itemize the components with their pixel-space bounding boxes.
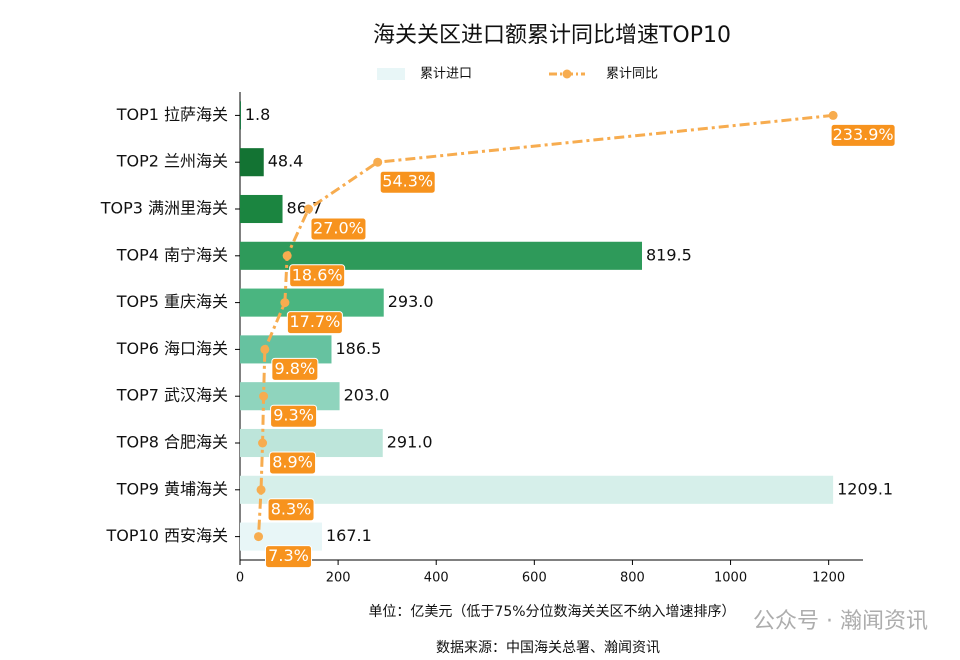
legend-label: 累计同比: [606, 67, 658, 82]
value-label-box: [269, 451, 317, 475]
bar-value-label: 293.0: [388, 292, 434, 311]
line-value-label: 17.7%: [289, 312, 340, 331]
x-tick-label: 600: [522, 571, 547, 586]
bar-value-label: 291.0: [387, 433, 433, 452]
x-tick-label: 0: [236, 571, 244, 586]
line-value-label: 54.3%: [382, 172, 433, 191]
line-value-label: 27.0%: [313, 219, 364, 238]
x-tick-label: 1000: [714, 571, 747, 586]
y-tick-label: TOP1 拉萨海关: [116, 105, 228, 124]
line-point: [260, 344, 270, 354]
x-axis-label: 单位：亿美元（低于75%分位数海关关区不纳入增速排序）: [368, 604, 735, 620]
y-tick-label: TOP10 西安海关: [106, 526, 228, 545]
x-tick-label: 400: [424, 571, 449, 586]
line-value-label: 9.8%: [275, 359, 316, 378]
line-value-label: 9.3%: [273, 406, 314, 425]
bar-value-label: 1.8: [245, 105, 270, 124]
bar-value-label: 1209.1: [837, 479, 893, 498]
bar: [240, 194, 283, 224]
line-value-label: 233.9%: [833, 125, 894, 144]
line-value-label: 7.3%: [268, 546, 309, 565]
watermark: 公众号 · 瀚闻资讯: [753, 609, 928, 634]
legend-label: 累计进口: [420, 67, 472, 82]
line-point: [373, 157, 383, 167]
value-label-box: [379, 170, 436, 194]
line-point: [258, 438, 268, 448]
y-tick-label: TOP3 满洲里海关: [100, 199, 228, 218]
value-label-box: [267, 498, 315, 522]
line-series: [257, 113, 834, 537]
bar-value-label: 48.4: [268, 152, 304, 171]
line-point: [280, 298, 290, 308]
bar: [240, 101, 241, 130]
line-value-label: 18.6%: [292, 265, 343, 284]
bar-value-label: 186.5: [335, 339, 381, 358]
y-tick-label: TOP8 合肥海关: [116, 433, 228, 452]
chart-title: 海关关区进口额累计同比增速TOP10: [373, 23, 731, 48]
line-point: [828, 110, 838, 120]
y-tick-label: TOP5 重庆海关: [116, 292, 228, 311]
line-point: [259, 391, 269, 401]
legend-marker: [562, 69, 572, 79]
value-label-box: [286, 311, 343, 335]
bar-value-label: 167.1: [326, 526, 372, 545]
legend-swatch: [377, 68, 405, 80]
x-tick-label: 200: [326, 571, 351, 586]
line-point: [254, 532, 264, 542]
value-label-box: [270, 404, 318, 428]
y-tick-label: TOP7 武汉海关: [116, 386, 228, 405]
line-point: [256, 485, 266, 495]
value-label-box: [310, 217, 367, 241]
line-point: [303, 204, 313, 214]
y-tick-label: TOP6 海口海关: [116, 339, 228, 358]
y-tick-label: TOP9 黄埔海关: [116, 479, 228, 498]
bar: [240, 148, 264, 177]
x-tick-label: 800: [620, 571, 645, 586]
source-note: 数据来源：中国海关总署、瀚闻资讯: [436, 640, 660, 656]
value-label-box: [830, 123, 896, 147]
line-point: [282, 251, 292, 261]
value-label-box: [265, 545, 313, 569]
x-tick-label: 1200: [812, 571, 845, 586]
y-tick-label: TOP4 南宁海关: [116, 245, 228, 264]
value-label-box: [271, 357, 319, 381]
value-label-box: [289, 264, 346, 288]
y-tick-label: TOP2 兰州海关: [116, 152, 228, 171]
bar-value-label: 203.0: [344, 386, 390, 405]
bar: [240, 475, 834, 504]
line-value-label: 8.9%: [272, 453, 313, 472]
bar-value-label: 819.5: [646, 245, 692, 264]
line-value-label: 8.3%: [271, 499, 312, 518]
